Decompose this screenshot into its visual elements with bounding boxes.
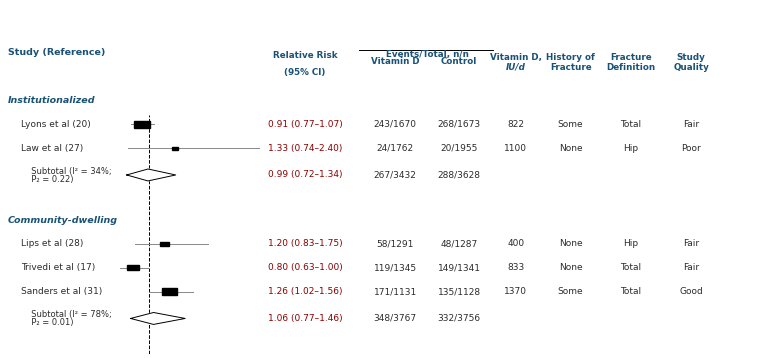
Text: 171/1131: 171/1131 [374, 287, 417, 296]
Text: Fair: Fair [683, 240, 699, 248]
Text: 119/1345: 119/1345 [374, 263, 417, 272]
Text: 267/3432: 267/3432 [374, 170, 417, 179]
Text: Fair: Fair [683, 263, 699, 272]
Text: 24/1762: 24/1762 [377, 144, 414, 153]
Polygon shape [127, 169, 176, 181]
Text: Study (Reference): Study (Reference) [8, 48, 105, 57]
Text: 268/1673: 268/1673 [438, 120, 481, 129]
Text: Total: Total [621, 120, 641, 129]
Text: 149/1341: 149/1341 [438, 263, 481, 272]
Text: 1370: 1370 [505, 287, 527, 296]
Text: 288/3628: 288/3628 [438, 170, 481, 179]
Text: Some: Some [558, 287, 584, 296]
Bar [127, 265, 139, 270]
Text: None: None [559, 263, 582, 272]
Text: (95% CI): (95% CI) [284, 68, 326, 77]
Text: Good: Good [679, 287, 703, 296]
Text: 0.80 (0.63–1.00): 0.80 (0.63–1.00) [267, 263, 343, 272]
Text: Study: Study [677, 53, 706, 62]
Text: 822: 822 [507, 120, 525, 129]
Text: 58/1291: 58/1291 [376, 240, 414, 248]
Text: 833: 833 [507, 263, 525, 272]
Bar [134, 121, 150, 128]
Text: Quality: Quality [673, 63, 709, 72]
Text: 135/1128: 135/1128 [438, 287, 481, 296]
Text: Subtotal (I² = 78%;: Subtotal (I² = 78%; [26, 310, 112, 319]
Text: Subtotal (I² = 34%;: Subtotal (I² = 34%; [26, 167, 112, 176]
Text: Fair: Fair [683, 120, 699, 129]
Text: Fracture: Fracture [550, 63, 591, 72]
Bar [160, 242, 170, 246]
Text: 348/3767: 348/3767 [374, 314, 417, 323]
Polygon shape [131, 313, 185, 324]
Text: IU/d: IU/d [506, 63, 525, 72]
Text: Sanders et al (31): Sanders et al (31) [22, 287, 102, 296]
Text: Control: Control [441, 57, 478, 66]
Text: Definition: Definition [606, 63, 655, 72]
Text: Some: Some [558, 120, 584, 129]
Text: Community-dwelling: Community-dwelling [8, 216, 118, 225]
Bar [162, 288, 177, 295]
Text: 48/1287: 48/1287 [441, 240, 478, 248]
Text: Fracture: Fracture [610, 53, 652, 62]
Text: 20/1955: 20/1955 [441, 144, 478, 153]
Text: 332/3756: 332/3756 [438, 314, 481, 323]
Text: Lyons et al (20): Lyons et al (20) [22, 120, 91, 129]
Text: P₂ = 0.01): P₂ = 0.01) [26, 318, 74, 327]
Text: Events/Total, n/n: Events/Total, n/n [386, 50, 468, 59]
Text: Total: Total [621, 263, 641, 272]
Text: 1.20 (0.83–1.75): 1.20 (0.83–1.75) [268, 240, 343, 248]
Text: Hip: Hip [624, 240, 638, 248]
Text: Law et al (27): Law et al (27) [22, 144, 84, 153]
Text: Trivedi et al (17): Trivedi et al (17) [22, 263, 95, 272]
Text: 1.06 (0.77–1.46): 1.06 (0.77–1.46) [268, 314, 343, 323]
Text: Relative Risk: Relative Risk [273, 51, 337, 60]
Text: Hip: Hip [624, 144, 638, 153]
Text: Total: Total [621, 287, 641, 296]
Bar [172, 147, 178, 150]
Text: Lips et al (28): Lips et al (28) [22, 240, 84, 248]
Text: 400: 400 [507, 240, 525, 248]
Text: None: None [559, 240, 582, 248]
Text: Vitamin D,: Vitamin D, [490, 53, 541, 62]
Text: Vitamin D: Vitamin D [371, 57, 419, 66]
Text: 0.91 (0.77–1.07): 0.91 (0.77–1.07) [267, 120, 343, 129]
Text: 1100: 1100 [505, 144, 527, 153]
Text: History of: History of [546, 53, 595, 62]
Text: None: None [559, 144, 582, 153]
Text: P₂ = 0.22): P₂ = 0.22) [26, 175, 74, 184]
Text: Institutionalized: Institutionalized [8, 96, 95, 106]
Text: 243/1670: 243/1670 [374, 120, 417, 129]
Text: Poor: Poor [681, 144, 701, 153]
Text: 0.99 (0.72–1.34): 0.99 (0.72–1.34) [268, 170, 343, 179]
Text: 1.33 (0.74–2.40): 1.33 (0.74–2.40) [268, 144, 343, 153]
Text: 1.26 (1.02–1.56): 1.26 (1.02–1.56) [268, 287, 343, 296]
